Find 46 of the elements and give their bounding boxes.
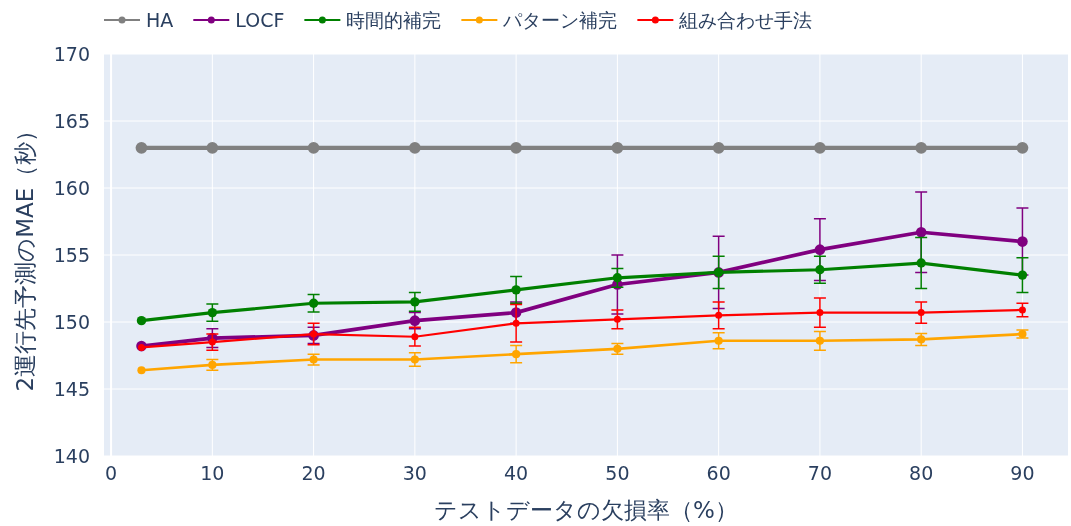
- y-axis-title: 2運行先予測のMAE（秒）: [12, 118, 38, 392]
- point: [815, 265, 825, 275]
- x-tick-label: 0: [105, 462, 118, 484]
- x-tick-label: 20: [301, 462, 326, 484]
- point: [1016, 141, 1029, 154]
- x-tick-label: 10: [200, 462, 225, 484]
- legend-label: LOCF: [235, 9, 285, 31]
- y-tick-label: 155: [53, 244, 90, 266]
- point: [814, 244, 826, 255]
- y-tick-label: 150: [53, 311, 90, 333]
- point: [511, 285, 521, 295]
- x-tick-label: 90: [1010, 462, 1035, 484]
- point: [915, 226, 927, 238]
- y-tick-label: 140: [53, 445, 90, 467]
- point: [611, 141, 624, 154]
- point: [307, 141, 320, 154]
- point: [814, 141, 826, 154]
- point: [916, 258, 926, 268]
- legend-label: 時間的補完: [346, 9, 442, 31]
- point: [408, 141, 421, 154]
- x-axis-title: テストデータの欠損率（%）: [434, 497, 738, 523]
- y-tick-label: 160: [53, 177, 90, 199]
- point: [712, 141, 725, 154]
- x-tick-label: 30: [402, 462, 427, 484]
- point: [816, 309, 824, 317]
- x-tick-label: 50: [605, 462, 630, 484]
- legend-label: 組み合わせ手法: [678, 9, 813, 31]
- y-tick-label: 145: [53, 378, 90, 400]
- legend-label: HA: [146, 9, 174, 31]
- legend-label: パターン補完: [502, 9, 618, 31]
- point: [510, 141, 523, 154]
- x-tick-label: 60: [706, 462, 731, 484]
- y-tick-label: 165: [53, 110, 90, 132]
- point: [136, 315, 147, 326]
- x-tick-label: 70: [807, 462, 833, 484]
- point: [135, 141, 148, 154]
- x-tick-label: 40: [504, 462, 529, 484]
- point: [917, 309, 925, 317]
- x-tick-label: 80: [909, 462, 934, 484]
- point: [206, 141, 219, 154]
- point: [1017, 270, 1028, 280]
- point: [715, 311, 723, 319]
- point: [1017, 236, 1028, 247]
- y-tick-label: 170: [53, 43, 90, 65]
- point: [512, 319, 520, 327]
- point: [915, 141, 928, 154]
